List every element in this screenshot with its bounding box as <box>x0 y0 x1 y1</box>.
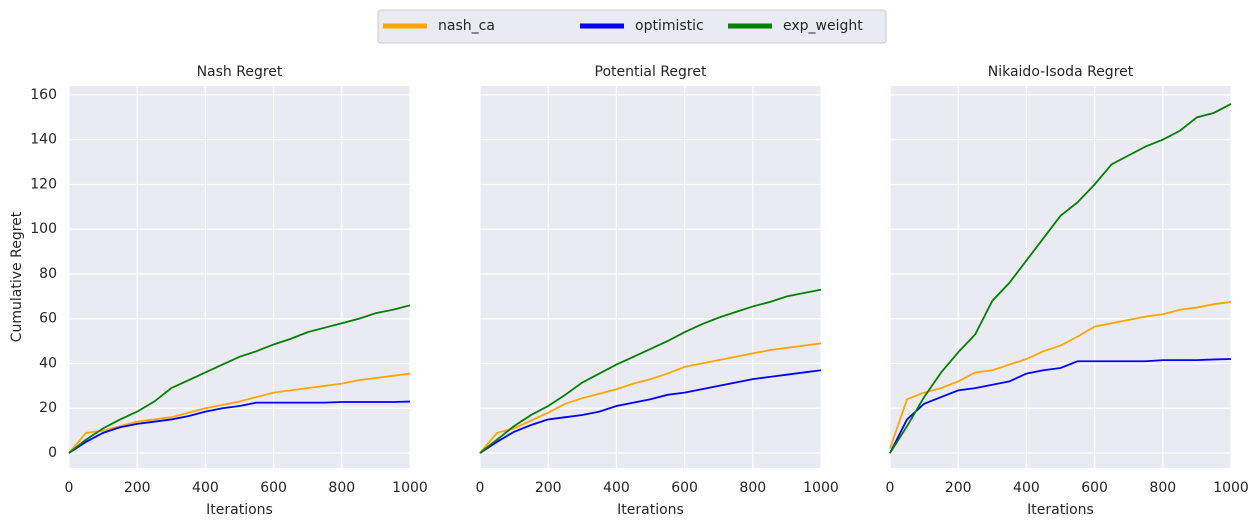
x-tick-label: 200 <box>535 480 562 496</box>
series-line <box>479 342 822 454</box>
y-tick-label: 100 <box>30 221 57 237</box>
x-tick-label: 600 <box>260 480 287 496</box>
legend-label: exp_weight <box>783 18 863 34</box>
x-tick-label: 400 <box>192 480 219 496</box>
x-tick-label: 600 <box>671 480 698 496</box>
x-tick-label: 0 <box>65 480 74 496</box>
x-tick-label: 1000 <box>803 480 839 496</box>
legend-label: nash_ca <box>438 18 495 34</box>
x-tick-label: 200 <box>124 480 151 496</box>
y-tick-label: 60 <box>39 311 57 327</box>
x-tick-label: 400 <box>1013 480 1040 496</box>
series-line <box>68 372 411 454</box>
y-tick-label: 40 <box>39 355 57 371</box>
y-tick-label: 160 <box>30 87 57 103</box>
series-line <box>889 103 1232 454</box>
y-tick-label: 120 <box>30 176 57 192</box>
y-tick-label: 0 <box>48 445 57 461</box>
x-tick-label: 600 <box>1081 480 1108 496</box>
x-tick-label: 1000 <box>392 480 428 496</box>
series-line <box>479 369 822 454</box>
x-axis-label: Iterations <box>206 502 273 518</box>
series-line <box>889 301 1232 449</box>
x-axis-label: Iterations <box>1027 502 1094 518</box>
x-axis-label: Iterations <box>617 502 684 518</box>
x-tick-label: 0 <box>886 480 895 496</box>
x-tick-label: 800 <box>328 480 355 496</box>
subplot-title: Nash Regret <box>197 64 283 80</box>
plot-area <box>69 86 410 468</box>
plot-area <box>890 86 1231 468</box>
y-tick-label: 140 <box>30 132 57 148</box>
subplot-title: Nikaido-Isoda Regret <box>988 64 1134 80</box>
subplot-title: Potential Regret <box>595 64 707 80</box>
x-tick-label: 1000 <box>1213 480 1249 496</box>
legend-label: optimistic <box>635 18 704 34</box>
plot-area <box>480 86 821 468</box>
x-tick-label: 400 <box>603 480 630 496</box>
legend-box <box>377 9 887 44</box>
x-tick-label: 800 <box>1149 480 1176 496</box>
y-axis-label: Cumulative Regret <box>9 211 25 342</box>
legend: nash_ca optimistic exp_weight <box>377 9 887 44</box>
x-tick-label: 200 <box>945 480 972 496</box>
y-tick-label: 80 <box>39 266 57 282</box>
x-tick-label: 0 <box>476 480 485 496</box>
x-tick-label: 800 <box>739 480 766 496</box>
series-line <box>68 400 411 454</box>
series-line <box>479 288 822 454</box>
series-line <box>68 304 411 454</box>
y-tick-label: 20 <box>39 400 57 416</box>
series-line <box>889 358 1232 454</box>
